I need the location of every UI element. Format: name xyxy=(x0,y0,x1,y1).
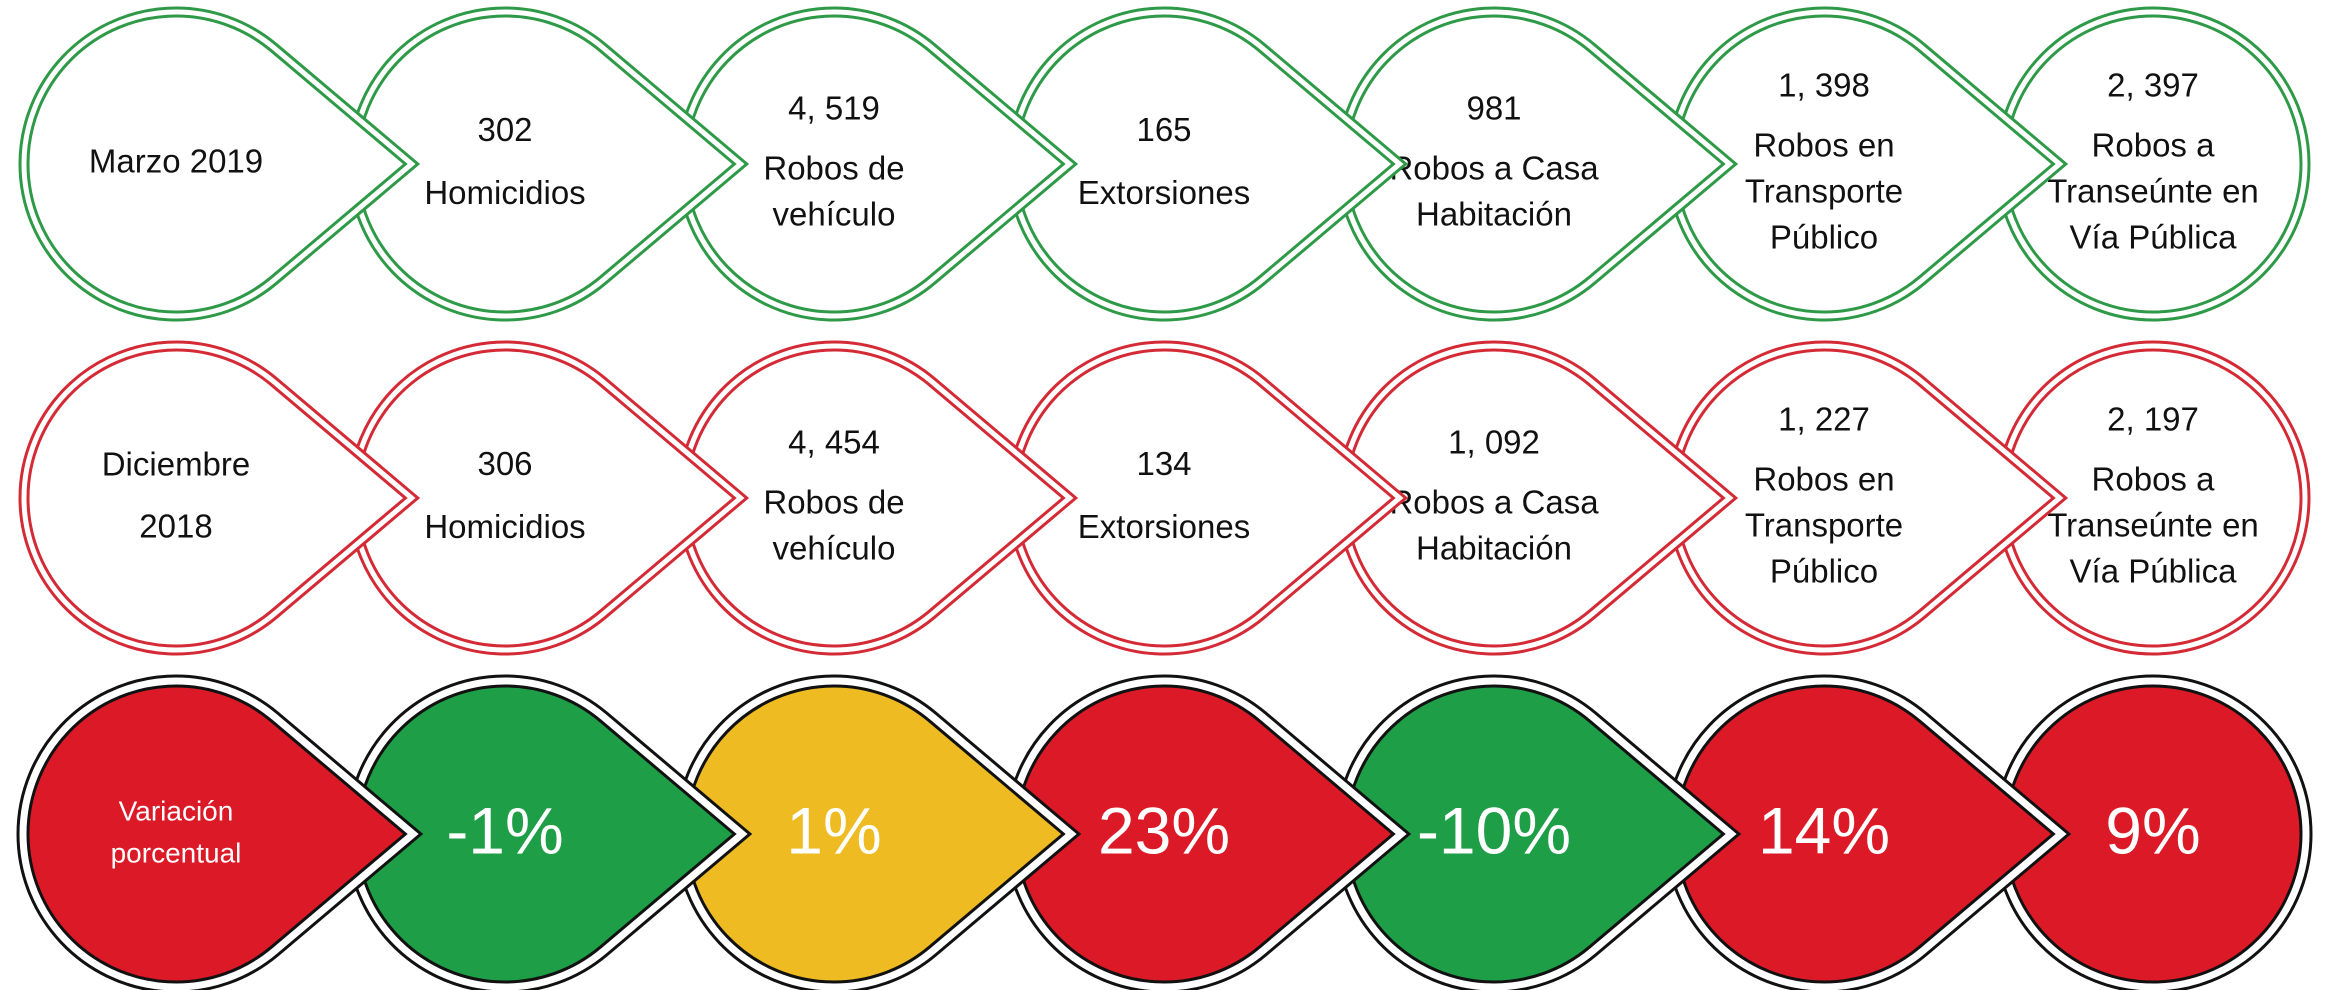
bubble-value: 165 xyxy=(1136,111,1191,148)
bubble-inner xyxy=(2003,14,2303,314)
variation-bubble: Variación porcentual xyxy=(16,674,424,990)
bubble-value: 306 xyxy=(477,445,532,482)
bubble: 2, 197 Robos a Transeúnte en Vía Pública xyxy=(1995,340,2311,656)
bubble-label: Transeúnte en xyxy=(2047,507,2259,544)
bubble-inner xyxy=(26,14,408,314)
bubble-value: 4, 519 xyxy=(788,90,880,127)
bubble-fill xyxy=(26,684,408,984)
bubble-value: 302 xyxy=(477,111,532,148)
bubble-label: Robos a Casa xyxy=(1389,484,1599,521)
bubble: 2, 397 Robos a Transeúnte en Vía Pública xyxy=(1995,6,2311,322)
bubble-value: 1, 398 xyxy=(1778,67,1870,104)
variation-value: 23% xyxy=(1098,793,1230,867)
bubble-label: Homicidios xyxy=(424,174,585,211)
bubble-label: Robos a xyxy=(2092,461,2216,498)
variation-title: porcentual xyxy=(111,837,242,868)
variation-bubble: 1% xyxy=(674,674,1082,990)
bubble-inner xyxy=(26,348,408,648)
variation-bubble: 14% xyxy=(1664,674,2072,990)
bubble: 1, 227 Robos en Transporte Público xyxy=(1666,340,2069,656)
bubble-label: vehículo xyxy=(773,530,896,567)
bubble-label: Robos de xyxy=(763,484,904,521)
bubble-label: Robos en xyxy=(1753,461,1894,498)
variation-bubble: -10% xyxy=(1334,674,1742,990)
bubble: Diciembre 2018 xyxy=(18,340,421,656)
variation-value: 14% xyxy=(1758,793,1890,867)
bubble-label: Homicidios xyxy=(424,508,585,545)
bubble: 981 Robos a Casa Habitación xyxy=(1336,6,1739,322)
bubble-label: Transporte xyxy=(1745,507,1903,544)
bubble-value: 1, 092 xyxy=(1448,424,1540,461)
variation-bubble: 9% xyxy=(1993,674,2313,990)
variation-value: -10% xyxy=(1417,793,1571,867)
bubble-fill xyxy=(2003,684,2303,984)
bubble-label: Público xyxy=(1770,553,1878,590)
bubble-label: Robos de xyxy=(763,150,904,187)
bubble-label: Robos a Casa xyxy=(1389,150,1599,187)
bubble-label: Robos a xyxy=(2092,127,2216,164)
bubble: 4, 454 Robos de vehículo xyxy=(676,340,1079,656)
bubble-value: 2, 397 xyxy=(2107,67,2199,104)
bubble-label: Habitación xyxy=(1416,196,1572,233)
bubble-label: Público xyxy=(1770,219,1878,256)
bubble-label: Extorsiones xyxy=(1078,508,1250,545)
variation-bubble: 23% xyxy=(1004,674,1412,990)
bubble: 1, 398 Robos en Transporte Público xyxy=(1666,6,2069,322)
bubble-label: Transeúnte en xyxy=(2047,173,2259,210)
bubble-label: Robos en xyxy=(1753,127,1894,164)
bubble: 134 Extorsiones xyxy=(1006,340,1409,656)
bubble-label: Vía Pública xyxy=(2070,553,2238,590)
bubble: 165 Extorsiones xyxy=(1006,6,1409,322)
bubble: Marzo 2019 xyxy=(18,6,421,322)
row-title: 2018 xyxy=(139,508,212,545)
bubble-value: 134 xyxy=(1136,445,1191,482)
bubble-label: Habitación xyxy=(1416,530,1572,567)
bubble-label: vehículo xyxy=(773,196,896,233)
row-title: Diciembre xyxy=(102,446,251,483)
variation-value: -1% xyxy=(446,793,563,867)
bubble-label: Vía Pública xyxy=(2070,219,2238,256)
bubble-inner xyxy=(2003,348,2303,648)
bubble: 4, 519 Robos de vehículo xyxy=(676,6,1079,322)
bubble-value: 1, 227 xyxy=(1778,401,1870,438)
bubble-label: Extorsiones xyxy=(1078,174,1250,211)
bubble-label: Transporte xyxy=(1745,173,1903,210)
variation-value: 1% xyxy=(786,793,881,867)
variation-value: 9% xyxy=(2105,793,2200,867)
bubble-value: 981 xyxy=(1466,90,1521,127)
bubble-value: 4, 454 xyxy=(788,424,880,461)
bubble: 1, 092 Robos a Casa Habitación xyxy=(1336,340,1739,656)
bubble-value: 2, 197 xyxy=(2107,401,2199,438)
variation-title: Variación xyxy=(119,795,234,826)
variation-bubble: -1% xyxy=(345,674,753,990)
bubble: 302 Homicidios xyxy=(347,6,750,322)
row-title: Marzo 2019 xyxy=(89,143,263,180)
